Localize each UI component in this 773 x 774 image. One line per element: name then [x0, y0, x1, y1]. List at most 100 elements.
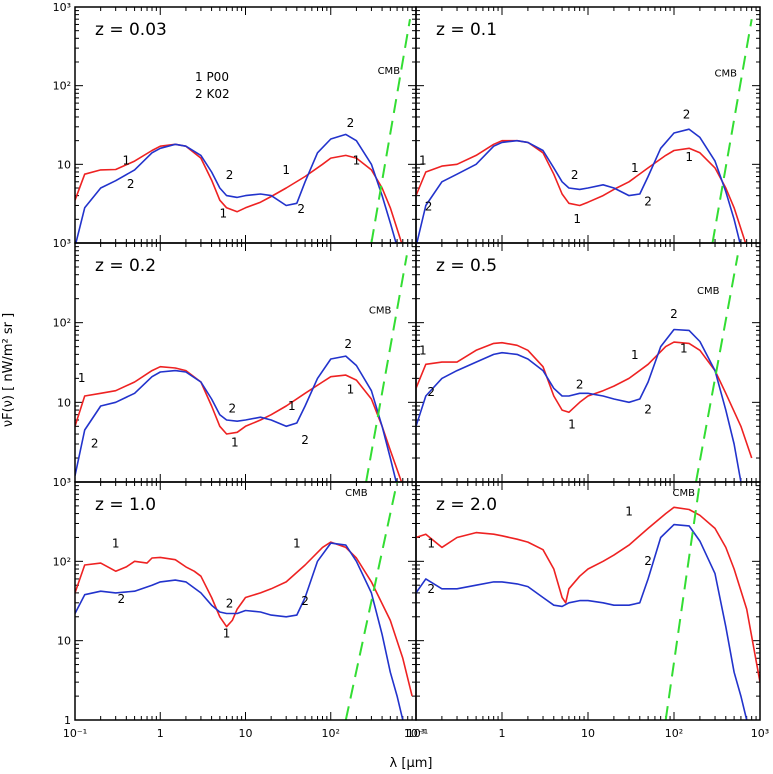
panel-title: z = 0.5 [436, 256, 497, 276]
curve-label: 2 [644, 194, 652, 208]
panel-title: z = 0.03 [95, 20, 167, 40]
curve-label: 2 [644, 554, 652, 568]
curve-label: 2 [127, 177, 135, 191]
curve-label: 2 [670, 307, 678, 321]
series-2-line [75, 542, 404, 720]
axis-ticks [74, 243, 416, 483]
curve-label: 1 [123, 153, 131, 167]
curve-label: 2 [427, 385, 435, 399]
cmb-label: CMB [697, 286, 720, 297]
curve-label: 1 [231, 435, 239, 449]
curve-label: 1 [427, 536, 435, 550]
series-1-line [416, 506, 760, 683]
cmb-line [365, 255, 408, 482]
x-tick-label: 10² [665, 727, 683, 740]
curve-label: 1 [353, 153, 361, 167]
x-tick-label: 10⁻¹ [63, 727, 87, 740]
curve-label: 2 [226, 597, 234, 611]
curve-label: 2 [427, 582, 435, 596]
cmb-line [370, 19, 411, 243]
axis-ticks [74, 482, 416, 721]
panel-1: 1 2 2 1 1 2 2 1 CMB z = 0.03 1 P00 2 K02 10³ 10 10² 10³ [53, 1, 417, 250]
curve-label: 1 [293, 536, 301, 550]
panel-4: 1 2 2 1 1 2 2 1 CMB z = 0.5 [415, 242, 761, 483]
curve-label: 1 [573, 212, 581, 226]
curve-label: 2 [683, 108, 691, 122]
curve-label: 2 [344, 337, 352, 351]
x-tick-label: 10² [322, 727, 340, 740]
x-tick-label: 10³ [751, 727, 769, 740]
y-tick-label: 10³ [53, 476, 71, 489]
cmb-line [344, 482, 399, 720]
panel-2: 1 2 2 1 1 2 2 1 CMB z = 0.1 [415, 6, 761, 244]
x-tick-label: 10 [581, 727, 595, 740]
x-axis-title: λ [μm] [390, 756, 433, 771]
curve-label: 1 [223, 626, 231, 640]
y-axis-title: νF(ν) [ nW/m² sr ] [1, 313, 16, 427]
y-tick-label: 10 [57, 635, 71, 648]
curve-label: 2 [118, 592, 126, 606]
curve-label: 2 [425, 199, 433, 213]
panel-3: 1 2 2 1 1 2 2 1 CMB z = 0.2 10³ 10 10² [53, 242, 417, 489]
cmb-line [695, 255, 739, 482]
curve-label: 2 [576, 377, 584, 391]
y-tick-label: 10³ [53, 1, 71, 14]
curve-label: 2 [301, 433, 309, 447]
curve-label: 1 [419, 343, 427, 357]
legend: 1 P00 2 K02 [195, 70, 230, 101]
y-tick-label: 10³ [53, 237, 71, 250]
x-tick-label: 1 [499, 727, 506, 740]
y-tick-label: 10 [57, 396, 71, 409]
legend-entry: 2 K02 [195, 87, 230, 101]
curve-label: 1 [112, 536, 120, 550]
curve-label: 1 [631, 161, 639, 175]
cmb-label: CMB [715, 69, 738, 80]
x-tick-label: 10 [239, 727, 253, 740]
curve-label: 1 [625, 504, 633, 518]
curve-label: 2 [297, 202, 305, 216]
curve-label: 1 [419, 153, 427, 167]
y-tick-label: 10² [53, 555, 71, 568]
curve-label: 1 [282, 163, 290, 177]
series-2-line [416, 328, 742, 482]
curve-label: 1 [680, 342, 688, 356]
curve-label: 2 [644, 403, 652, 417]
curve-label: 1 [78, 371, 86, 385]
curve-label: 1 [220, 207, 228, 221]
series-1-line [75, 143, 403, 243]
panel-frame [74, 481, 417, 721]
curve-label: 1 [631, 348, 639, 362]
cmb-label: CMB [378, 66, 401, 77]
panel-6: 1 2 1 2 CMB z = 2.0 10⁻¹ 1 10 10² 10³ [404, 481, 769, 740]
x-tick-label: 10⁻¹ [404, 727, 428, 740]
series-1-line [75, 541, 413, 697]
panel-title: z = 1.0 [95, 495, 156, 515]
curve-label: 1 [288, 399, 296, 413]
x-tick-label: 10³ [407, 727, 425, 740]
curve-label: 1 [568, 417, 576, 431]
curve-label: 1 [685, 150, 693, 164]
panel-frame [415, 481, 761, 721]
panel-title: z = 0.1 [436, 20, 497, 40]
legend-entry: 1 P00 [195, 70, 229, 84]
series-2-line [75, 133, 397, 243]
panel-title: z = 0.2 [95, 256, 156, 276]
series-1-line [416, 341, 753, 459]
series-2-line [416, 128, 741, 243]
curve-label: 2 [347, 116, 355, 130]
panel-frame [415, 6, 761, 244]
curve-label: 2 [228, 401, 236, 415]
curve-label: 2 [91, 437, 99, 451]
panel-frame [74, 242, 417, 483]
series-2-line [416, 523, 748, 720]
curve-label: 2 [571, 168, 579, 182]
series-2-line [75, 355, 398, 482]
curve-label: 2 [226, 168, 234, 182]
y-tick-label: 10² [53, 80, 71, 93]
cmb-line [711, 19, 753, 243]
series-1-line [75, 365, 403, 482]
cmb-label: CMB [345, 488, 368, 499]
series-1-line [416, 139, 747, 243]
